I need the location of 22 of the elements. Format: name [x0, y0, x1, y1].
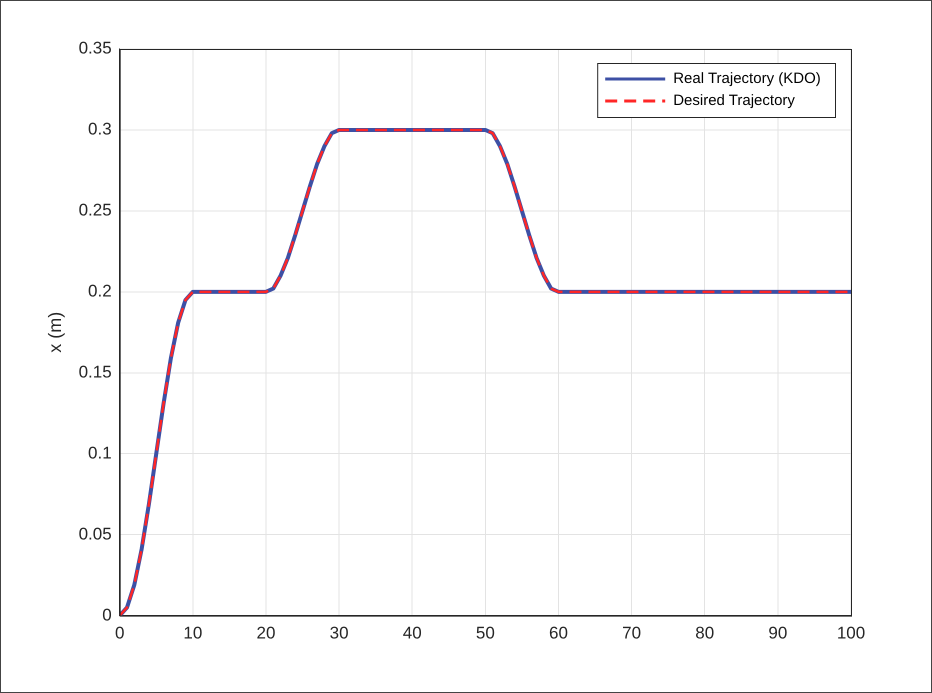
x-tick-label: 0	[114, 623, 124, 642]
x-tick-label: 20	[256, 623, 276, 642]
y-tick-label: 0.2	[88, 282, 112, 301]
x-tick-label: 30	[330, 623, 349, 642]
x-tick-label: 100	[836, 623, 866, 642]
y-tick-label: 0.25	[78, 200, 112, 220]
y-tick-label: 0	[102, 605, 112, 624]
y-tick-label: 0.15	[78, 362, 112, 382]
y-tick-label: 0.1	[88, 443, 112, 462]
y-tick-label: 0.05	[78, 524, 112, 544]
x-tick-label: 80	[695, 623, 714, 642]
x-tick-label: 40	[402, 623, 422, 642]
x-tick-label: 90	[768, 623, 788, 642]
legend-label: Real Trajectory (KDO)	[673, 70, 821, 88]
x-tick-label: 50	[476, 623, 495, 642]
legend-label: Desired Trajectory	[673, 92, 796, 110]
y-axis-title: x (m)	[44, 312, 65, 353]
x-tick-label: 70	[622, 623, 642, 642]
x-tick-label: 10	[183, 623, 202, 642]
y-tick-label: 0.35	[78, 38, 112, 58]
x-tick-label: 60	[549, 623, 568, 642]
y-tick-label: 0.3	[88, 120, 112, 139]
